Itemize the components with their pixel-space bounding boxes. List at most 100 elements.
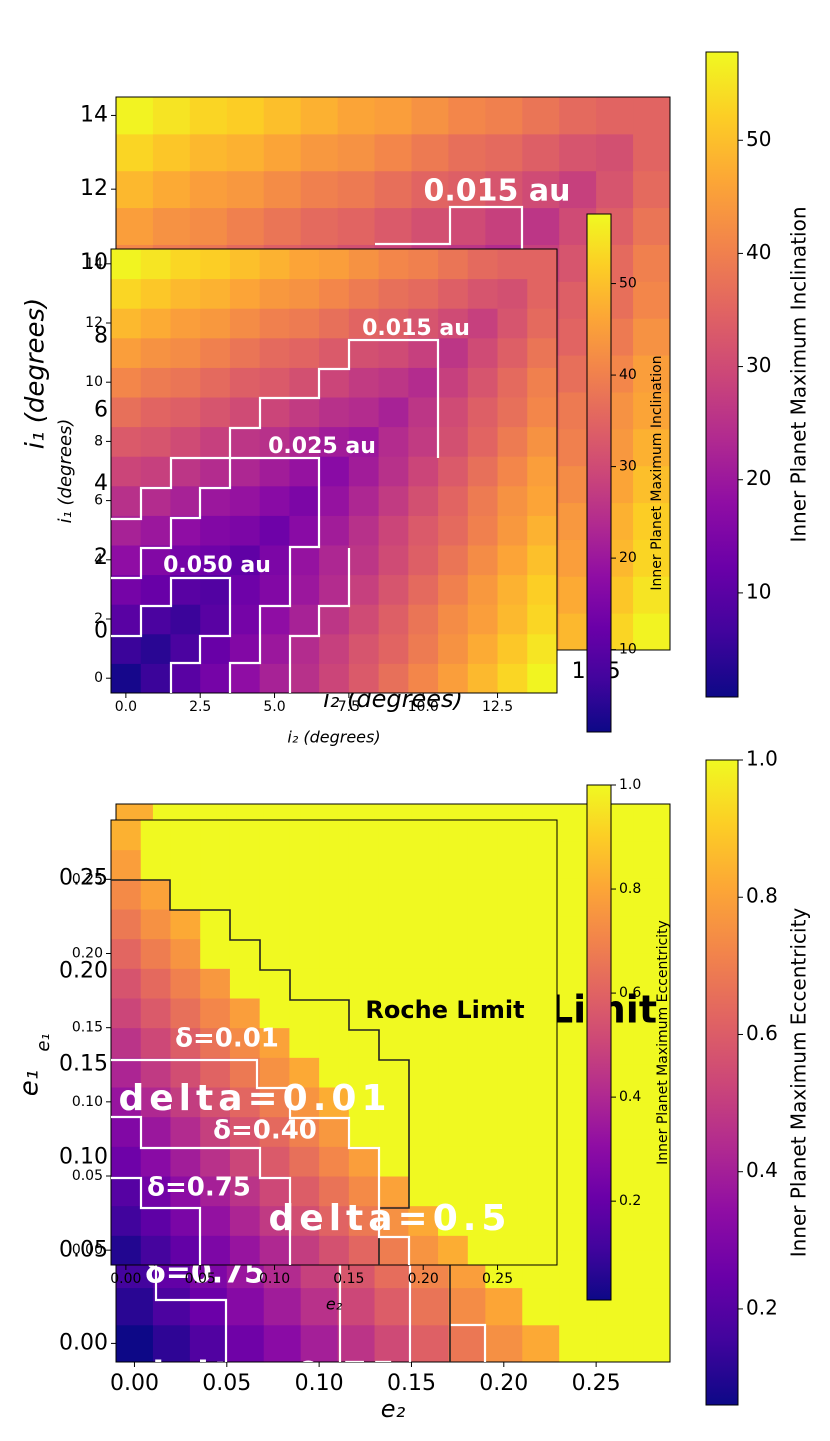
heatmap-cell [259, 1176, 290, 1207]
heatmap-cell [467, 820, 499, 851]
heatmap-cell [289, 337, 320, 368]
heatmap-cell [319, 1205, 350, 1236]
heatmap-cell [448, 1287, 486, 1326]
heatmap-cell [319, 879, 350, 910]
colorbar [586, 784, 612, 1301]
colorbar-tick-label: 20 [746, 466, 771, 490]
heatmap-cell [140, 820, 171, 851]
heatmap-cell [259, 426, 290, 457]
heatmap-cell [170, 1235, 201, 1266]
heatmap-cell [152, 1324, 191, 1363]
heatmap-cell [111, 249, 142, 280]
heatmap-cell [438, 998, 469, 1029]
heatmap-cell [170, 337, 201, 368]
heatmap-cell [348, 397, 380, 428]
heatmap-cell [200, 968, 231, 999]
heatmap-cell [527, 1205, 558, 1236]
heatmap-cell [348, 249, 380, 280]
heatmap-cell [229, 337, 261, 368]
contour-line [111, 338, 440, 521]
heatmap-cell [378, 545, 409, 576]
heatmap-cell [378, 633, 409, 664]
y-tick-label: 0.25 [72, 871, 103, 887]
heatmap-cell [289, 1235, 320, 1266]
heatmap-cell [467, 485, 499, 516]
y-tick-label: 6 [94, 397, 108, 422]
heatmap-cell [152, 1287, 191, 1326]
heatmap-cell [467, 1087, 499, 1118]
heatmap-cell [411, 133, 449, 172]
heatmap-cell [408, 968, 439, 999]
heatmap-cell [259, 663, 290, 694]
heatmap-cell [319, 308, 350, 339]
heatmap-cell [111, 820, 142, 851]
heatmap-cell [438, 545, 469, 576]
heatmap-cell [378, 968, 409, 999]
heatmap-cell [633, 576, 671, 614]
heatmap-cell [522, 133, 560, 172]
heatmap-cell [140, 879, 171, 910]
heatmap-cell [259, 278, 290, 309]
heatmap-cell [111, 308, 142, 339]
heatmap-cell [263, 133, 302, 172]
y-tick-label: 0.20 [72, 946, 103, 962]
y-axis-label: i₁ (degrees) [21, 298, 51, 449]
annotation: delta=0.01 [118, 1078, 391, 1119]
heatmap-cell [378, 938, 409, 969]
heatmap-cell [337, 97, 376, 135]
heatmap-cell [152, 133, 191, 172]
heatmap-cell [140, 574, 171, 605]
heatmap-cell [229, 515, 261, 546]
heatmap-cell [527, 485, 558, 516]
heatmap-cell [170, 998, 201, 1029]
heatmap-cell [263, 207, 302, 245]
heatmap-cell [633, 1250, 671, 1289]
heatmap-cell [348, 308, 380, 339]
heatmap-cell [170, 308, 201, 339]
heatmap-cell [259, 998, 290, 1029]
heatmap-cell [378, 879, 409, 910]
heatmap-cell [170, 397, 201, 428]
heatmap-cell [259, 849, 290, 880]
heatmap-cell [527, 909, 558, 940]
y-tick-label: 12 [80, 176, 108, 201]
heatmap-cell [319, 938, 350, 969]
heatmap-cell [527, 820, 558, 851]
y-tick-label: 4 [94, 471, 108, 496]
heatmap-cell [229, 1205, 261, 1236]
contour-line [111, 1115, 292, 1265]
heatmap-cell [527, 367, 558, 398]
heatmap-cell [111, 456, 142, 487]
heatmap-cell [229, 604, 261, 635]
x-tick-label: 10.0 [408, 699, 439, 715]
heatmap-cell [378, 308, 409, 339]
overlay-annotations: delta=0.01 delta=0.5 [118, 1078, 506, 1239]
heatmap-cell [497, 278, 528, 309]
heatmap-cell [497, 574, 528, 605]
heatmap-cell [226, 97, 265, 135]
heatmap-cell [229, 397, 261, 428]
heatmap-cell [527, 545, 558, 576]
heatmap-cell [348, 456, 380, 487]
heatmap-cell [229, 909, 261, 940]
colorbar-tick-label: 10 [619, 642, 637, 658]
heatmap-cell [229, 1235, 261, 1266]
heatmap-cell [438, 278, 469, 309]
heatmap-cell [140, 1235, 171, 1266]
heatmap-cell [259, 1146, 290, 1177]
heatmap-cell [467, 1176, 499, 1207]
annotation: 0.050 au [163, 553, 271, 578]
heatmap-cell [408, 938, 439, 969]
heatmap-cell [467, 545, 499, 576]
heatmap-cell [289, 426, 320, 457]
heatmap-cell [438, 1087, 469, 1118]
heatmap-cell [319, 278, 350, 309]
contour-line [450, 1323, 487, 1362]
heatmap-cell [140, 456, 171, 487]
heatmap-cell [170, 879, 201, 910]
heatmap-cell [229, 426, 261, 457]
heatmap-cell [229, 367, 261, 398]
x-tick-label: 0.20 [408, 1271, 439, 1287]
heatmap-cell [438, 938, 469, 969]
heatmap-cell [170, 1087, 201, 1118]
